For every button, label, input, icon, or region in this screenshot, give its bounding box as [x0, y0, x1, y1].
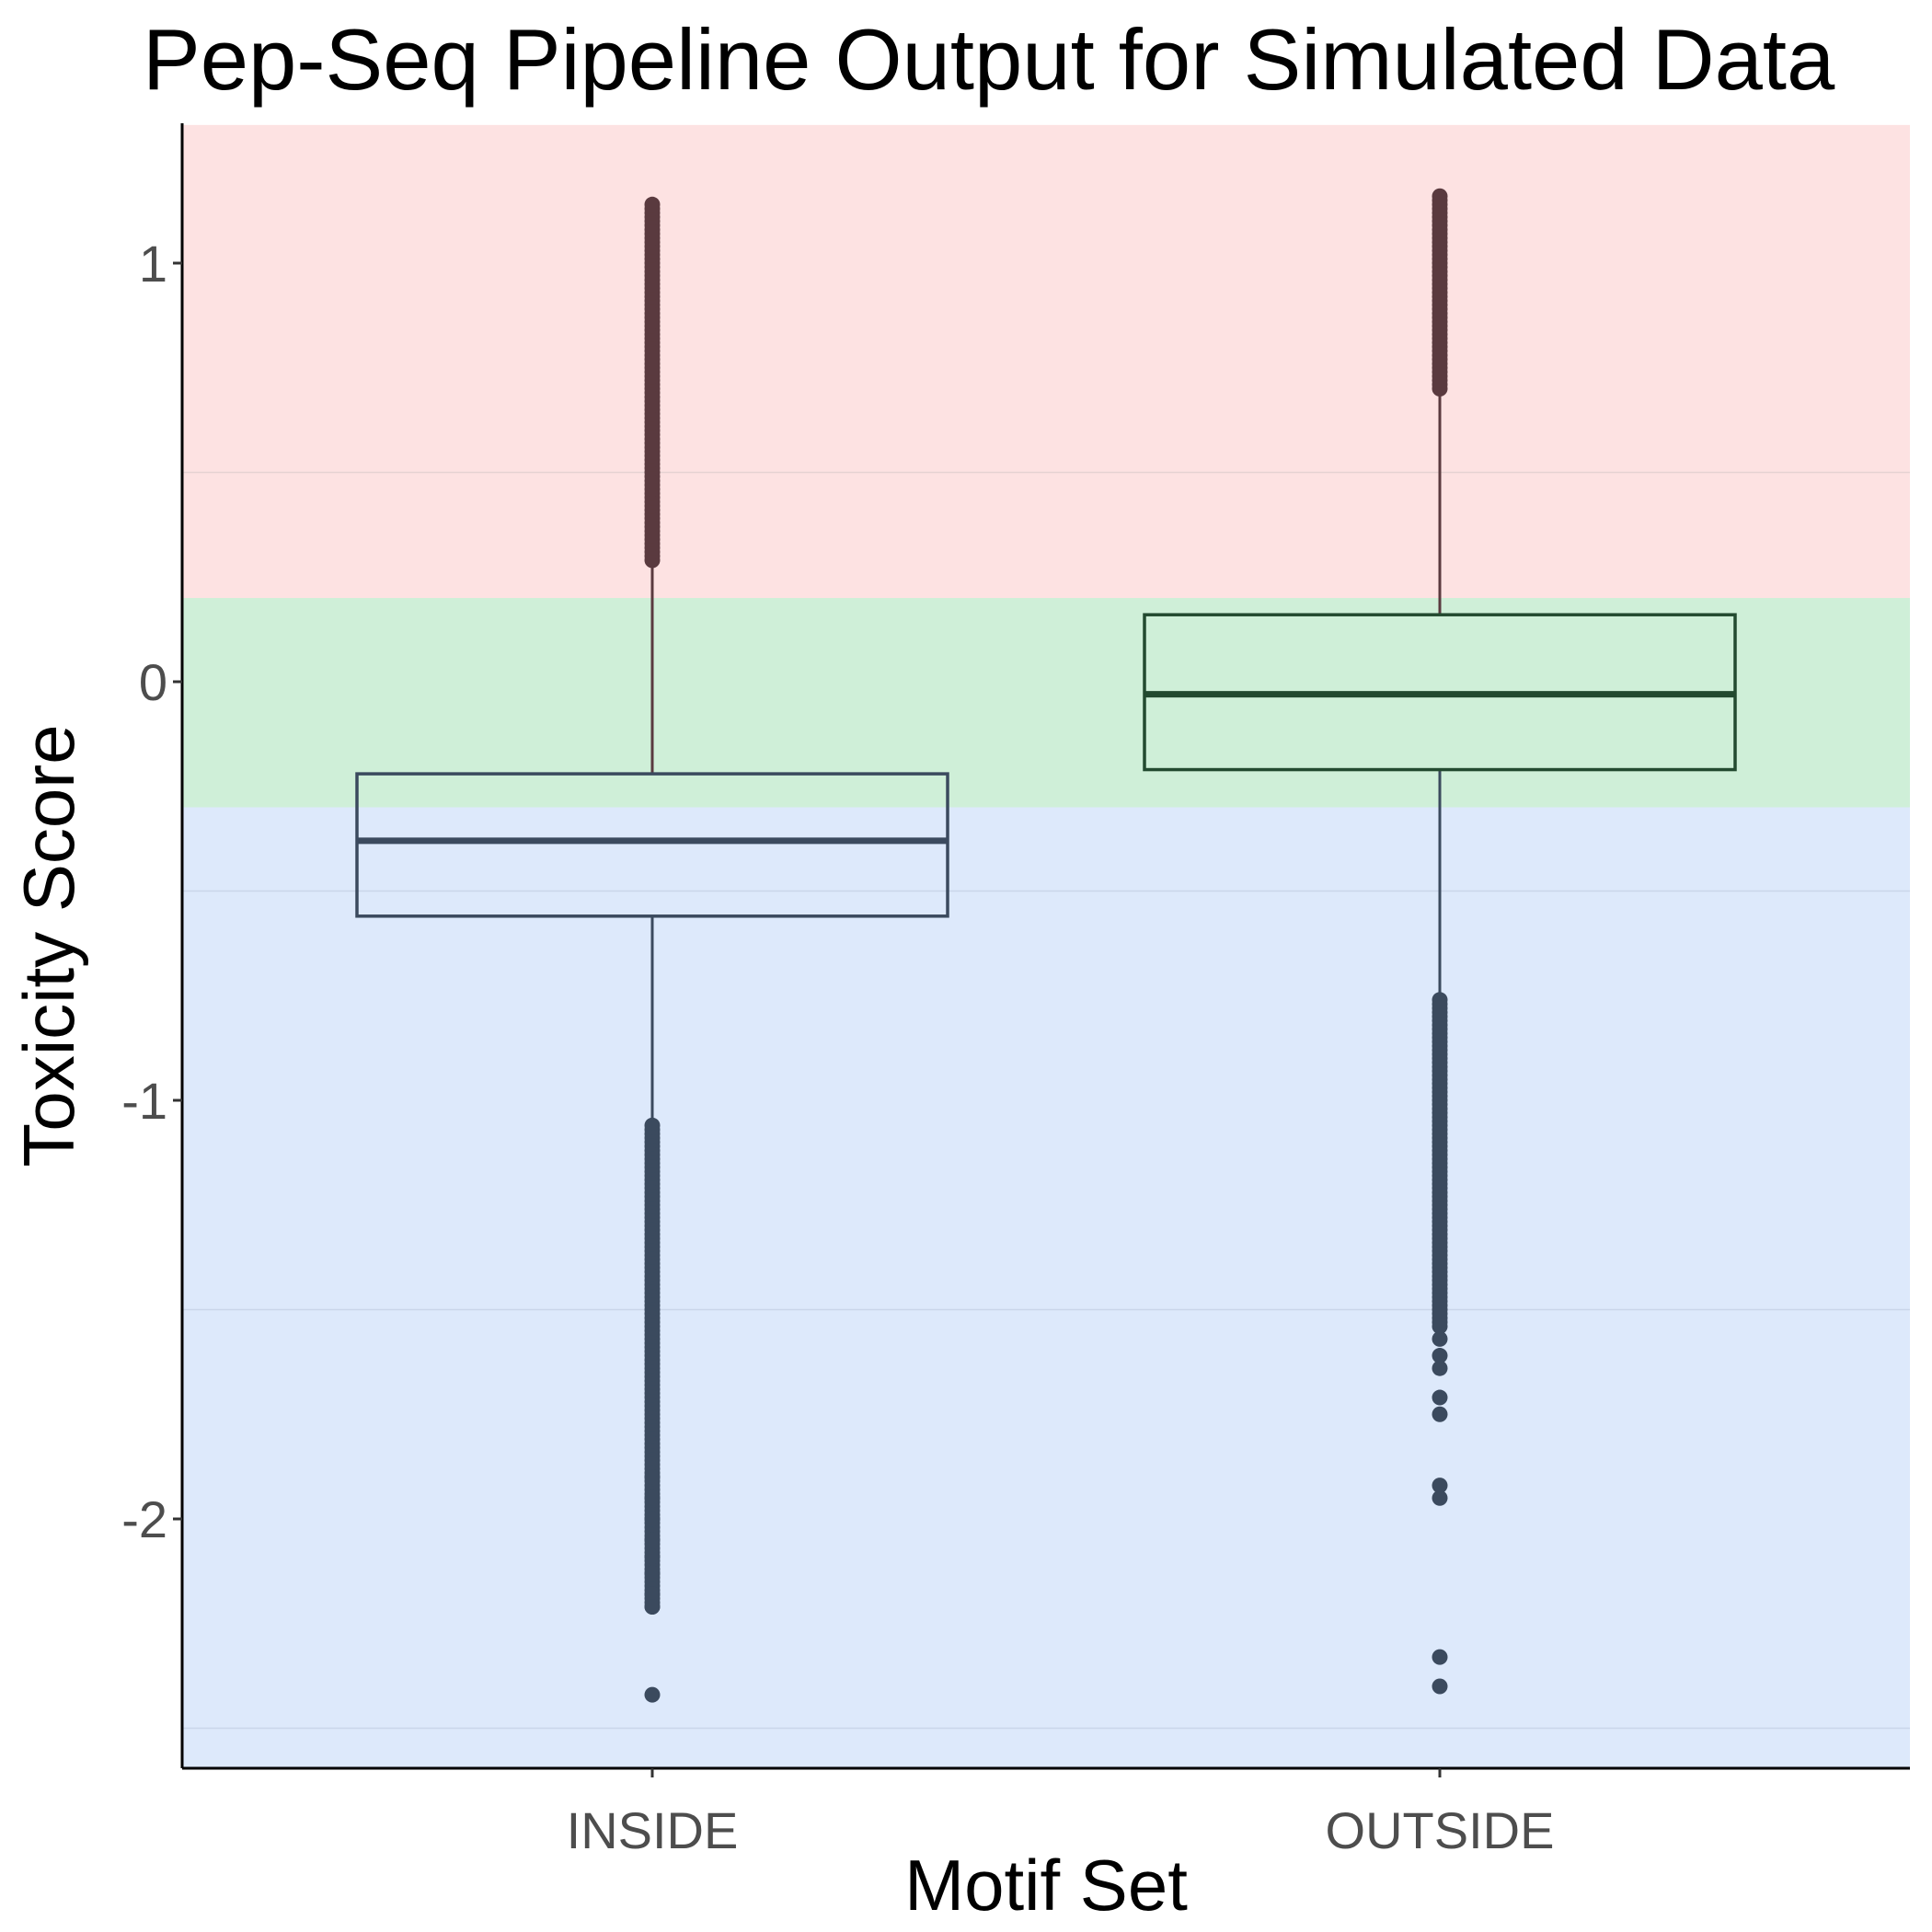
box-group-inside: [355, 196, 949, 1703]
band-mid: [182, 598, 1910, 808]
outlier-point: [1432, 1389, 1448, 1406]
outlier-point: [1432, 1330, 1448, 1347]
x-axis-title: Motif Set: [904, 1845, 1188, 1926]
box-group-outside: [1143, 188, 1737, 1695]
outlier-point: [644, 1532, 661, 1548]
outlier-point: [1432, 1360, 1448, 1376]
outlier-point: [644, 1511, 661, 1527]
outlier-point: [644, 1599, 661, 1616]
x-tick-label: OUTSIDE: [1326, 1801, 1555, 1859]
outlier-point: [644, 1686, 661, 1703]
outlier-point: [1432, 188, 1448, 204]
outlier-point: [644, 196, 661, 213]
box-iqr: [355, 772, 949, 918]
y-tick-label: 1: [139, 235, 167, 293]
outlier-point: [644, 1586, 661, 1603]
outlier-point: [1432, 1478, 1448, 1494]
outlier-point: [1432, 1406, 1448, 1422]
chart-title: Pep-Seq Pipeline Output for Simulated Da…: [143, 11, 1835, 108]
outlier-point: [644, 1548, 661, 1565]
outlier-point: [1432, 1649, 1448, 1665]
x-tick-label: INSIDE: [567, 1801, 739, 1859]
band-high: [182, 124, 1910, 599]
outlier-point: [1432, 1489, 1448, 1506]
band-low: [182, 807, 1910, 1768]
y-axis-ticks: 1 0 -1 -2: [121, 235, 182, 1548]
minor-gridlines: [182, 471, 1910, 1730]
x-axis-ticks: INSIDE OUTSIDE: [567, 1768, 1555, 1859]
outlier-point: [644, 1469, 661, 1485]
outlier-point: [644, 1489, 661, 1506]
outlier-point: [1432, 1678, 1448, 1695]
y-tick-label: -2: [121, 1490, 167, 1548]
outlier-point: [1432, 1318, 1448, 1335]
boxplot-groups: [355, 188, 1737, 1703]
outlier-point: [644, 1565, 661, 1581]
background-bands: [182, 124, 1910, 1768]
y-tick-label: -1: [121, 1072, 167, 1130]
y-axis-title: Toxicity Score: [8, 724, 89, 1167]
axes: [180, 123, 1910, 1770]
y-tick-label: 0: [139, 653, 167, 711]
outlier-point: [1432, 1348, 1448, 1364]
